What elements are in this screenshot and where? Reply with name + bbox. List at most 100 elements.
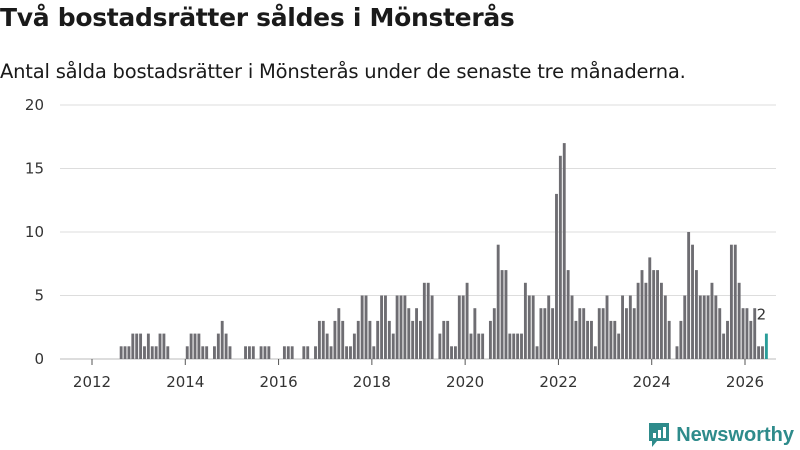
bar: [290, 346, 294, 359]
bar: [601, 308, 605, 359]
bar: [465, 282, 469, 359]
bar: [621, 295, 624, 359]
bar: [648, 257, 652, 359]
bar: [570, 295, 574, 359]
bar: [718, 308, 722, 359]
bar: [119, 346, 123, 359]
bar: [531, 295, 535, 359]
bar: [197, 333, 201, 359]
bar: [143, 346, 146, 359]
bar: [605, 295, 609, 359]
bar: [496, 244, 500, 359]
bar: [127, 346, 131, 359]
bar: [613, 320, 617, 359]
x-tick-label: 2018: [353, 373, 391, 391]
bar: [644, 282, 648, 359]
bar: [166, 346, 170, 359]
bar: [687, 232, 691, 359]
bar: [220, 320, 224, 359]
bar: [749, 320, 753, 359]
newsworthy-logo[interactable]: Newsworthy: [647, 421, 794, 449]
x-tick-label: 2016: [259, 373, 297, 391]
bar: [131, 333, 135, 359]
bar: [317, 320, 321, 359]
bar: [430, 295, 434, 359]
brand-name: Newsworthy: [676, 423, 794, 446]
newsworthy-icon: [649, 423, 670, 447]
bar: [640, 270, 644, 359]
bar: [481, 333, 485, 359]
x-axis: 2012 2014 2016 2018 2020 2022 2024 2026: [73, 359, 764, 391]
bar: [698, 295, 702, 359]
bar: [399, 295, 403, 359]
bar: [667, 320, 671, 359]
bar: [617, 333, 621, 359]
bar: [314, 346, 317, 359]
bar: [543, 308, 547, 359]
bar: [380, 295, 384, 359]
x-tick-label: 2014: [166, 373, 204, 391]
bar: [422, 282, 426, 359]
chart-title: Två bostadsrätter såldes i Mönsterås: [0, 3, 515, 32]
bar: [247, 346, 251, 359]
bar: [139, 333, 143, 359]
bar: [547, 295, 551, 359]
bar: [325, 333, 329, 359]
bar: [286, 346, 290, 359]
bar: [586, 320, 590, 359]
y-tick-label: 5: [34, 287, 44, 305]
bar: [154, 346, 158, 359]
bar: [461, 295, 465, 359]
bar: [488, 320, 492, 359]
bar: [574, 320, 578, 359]
bar: [224, 333, 228, 359]
bar: [251, 346, 255, 359]
bar: [453, 346, 457, 359]
bar: [473, 308, 477, 359]
bar: [395, 295, 399, 359]
bar: [535, 346, 539, 359]
bar: [516, 333, 520, 359]
bar: [558, 155, 562, 359]
bar: [492, 308, 496, 359]
bar: [625, 308, 628, 359]
bar: [508, 333, 512, 359]
bar: [201, 346, 205, 359]
bar: [628, 295, 632, 359]
bar: [675, 346, 679, 359]
y-tick-label: 0: [34, 350, 44, 368]
bar: [523, 282, 527, 359]
bar: [216, 333, 220, 359]
bar: [714, 295, 718, 359]
bar: [520, 333, 523, 359]
bar: [694, 270, 698, 359]
bar: [259, 346, 263, 359]
bar: [158, 333, 162, 359]
y-axis: 0 5 10 15 20: [25, 96, 44, 368]
bar: [321, 320, 325, 359]
bar: [753, 308, 757, 359]
y-tick-label: 15: [25, 160, 44, 178]
y-tick-label: 10: [25, 223, 44, 241]
bar: [679, 320, 683, 359]
bar: [659, 282, 663, 359]
bar: [578, 308, 582, 359]
bar: [597, 308, 601, 359]
bar: [302, 346, 306, 359]
bar: [372, 346, 376, 359]
bar: [228, 346, 232, 359]
bar: [205, 346, 209, 359]
bar: [457, 295, 461, 359]
bar: [632, 308, 636, 359]
bar: [609, 320, 613, 359]
bar: [123, 346, 127, 359]
bar: [551, 308, 555, 359]
bar: [590, 320, 593, 359]
bar: [306, 346, 310, 359]
bar: [710, 282, 714, 359]
x-tick-label: 2012: [73, 373, 111, 391]
bar: [213, 346, 216, 359]
bar: [438, 333, 442, 359]
bar: [384, 295, 387, 359]
